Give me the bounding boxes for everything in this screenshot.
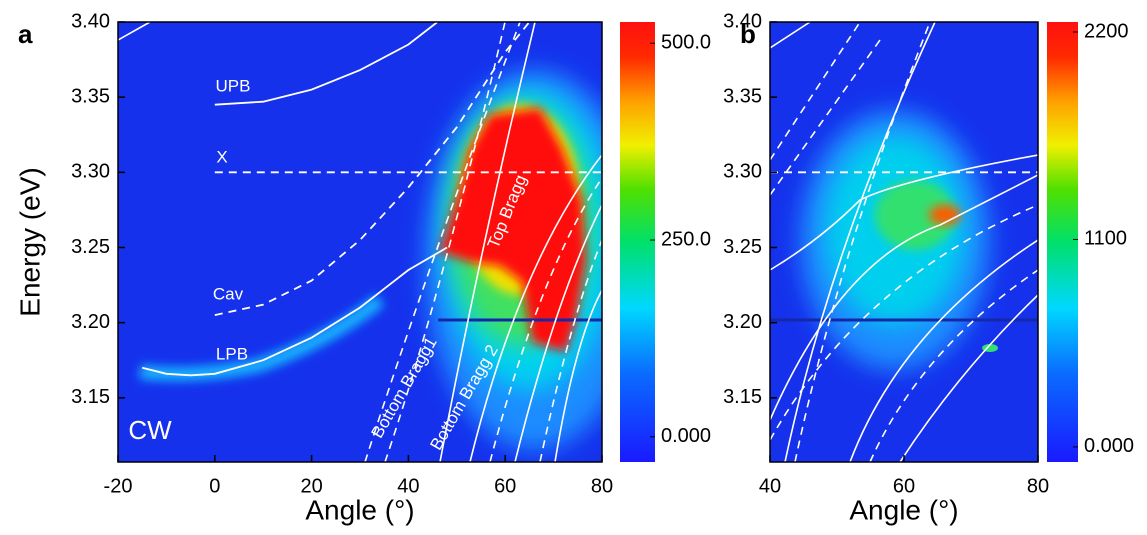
y-tick-label: 3.15 <box>71 386 110 408</box>
panel-label: b <box>740 19 756 49</box>
colorbar-a <box>620 22 655 462</box>
y-tick-label: 3.30 <box>723 161 762 183</box>
x-tick-label: 60 <box>893 475 915 497</box>
colorbar-b <box>1047 22 1078 462</box>
x-tick-label: 0 <box>209 475 220 497</box>
panel-label: a <box>18 19 33 49</box>
colorbar-tick-label: 0.000 <box>1084 435 1134 457</box>
y-tick-label: 3.25 <box>71 236 110 258</box>
plot-frame <box>117 21 603 463</box>
curve <box>214 22 531 316</box>
x-tick-label: 20 <box>300 475 322 497</box>
x-tick-label: -20 <box>104 475 133 497</box>
heatmap-a <box>118 22 602 462</box>
curve-label: Cav <box>213 284 244 303</box>
colorbar-tick-label: 500.0 <box>661 32 711 54</box>
curve-label: LPB <box>216 344 248 363</box>
y-tick-label: 3.20 <box>71 311 110 333</box>
x-tick-label: 60 <box>494 475 516 497</box>
y-axis-title: Energy (eV) <box>14 167 45 316</box>
y-tick-label: 3.40 <box>71 10 110 32</box>
x-tick-label: 80 <box>591 475 613 497</box>
x-tick-label: 80 <box>1027 475 1049 497</box>
colorbar-tick-label: 2200 <box>1084 20 1129 42</box>
y-tick-label: 3.35 <box>71 85 110 107</box>
heatmap-b <box>770 22 1038 462</box>
y-tick-label: 3.30 <box>71 161 110 183</box>
colorbar-tick-label: 1100 <box>1084 228 1127 250</box>
annotation: CW <box>128 415 172 445</box>
curve-label: UPB <box>216 76 251 95</box>
y-tick-label: 3.15 <box>723 386 762 408</box>
y-tick-label: 3.40 <box>723 10 762 32</box>
colorbar-tick-label: 0.000 <box>661 425 711 447</box>
y-tick-label: 3.35 <box>723 85 762 107</box>
x-tick-label: 40 <box>759 475 781 497</box>
curve-label: X <box>216 147 227 166</box>
x-tick-label: 40 <box>397 475 419 497</box>
colorbar-tick-label: 250.0 <box>661 228 711 250</box>
y-tick-label: 3.25 <box>723 236 762 258</box>
y-tick-label: 3.20 <box>723 311 762 333</box>
x-axis-title: Angle (°) <box>849 494 958 525</box>
curve <box>141 246 448 377</box>
curve <box>214 22 438 106</box>
x-axis-title: Angle (°) <box>305 494 414 525</box>
